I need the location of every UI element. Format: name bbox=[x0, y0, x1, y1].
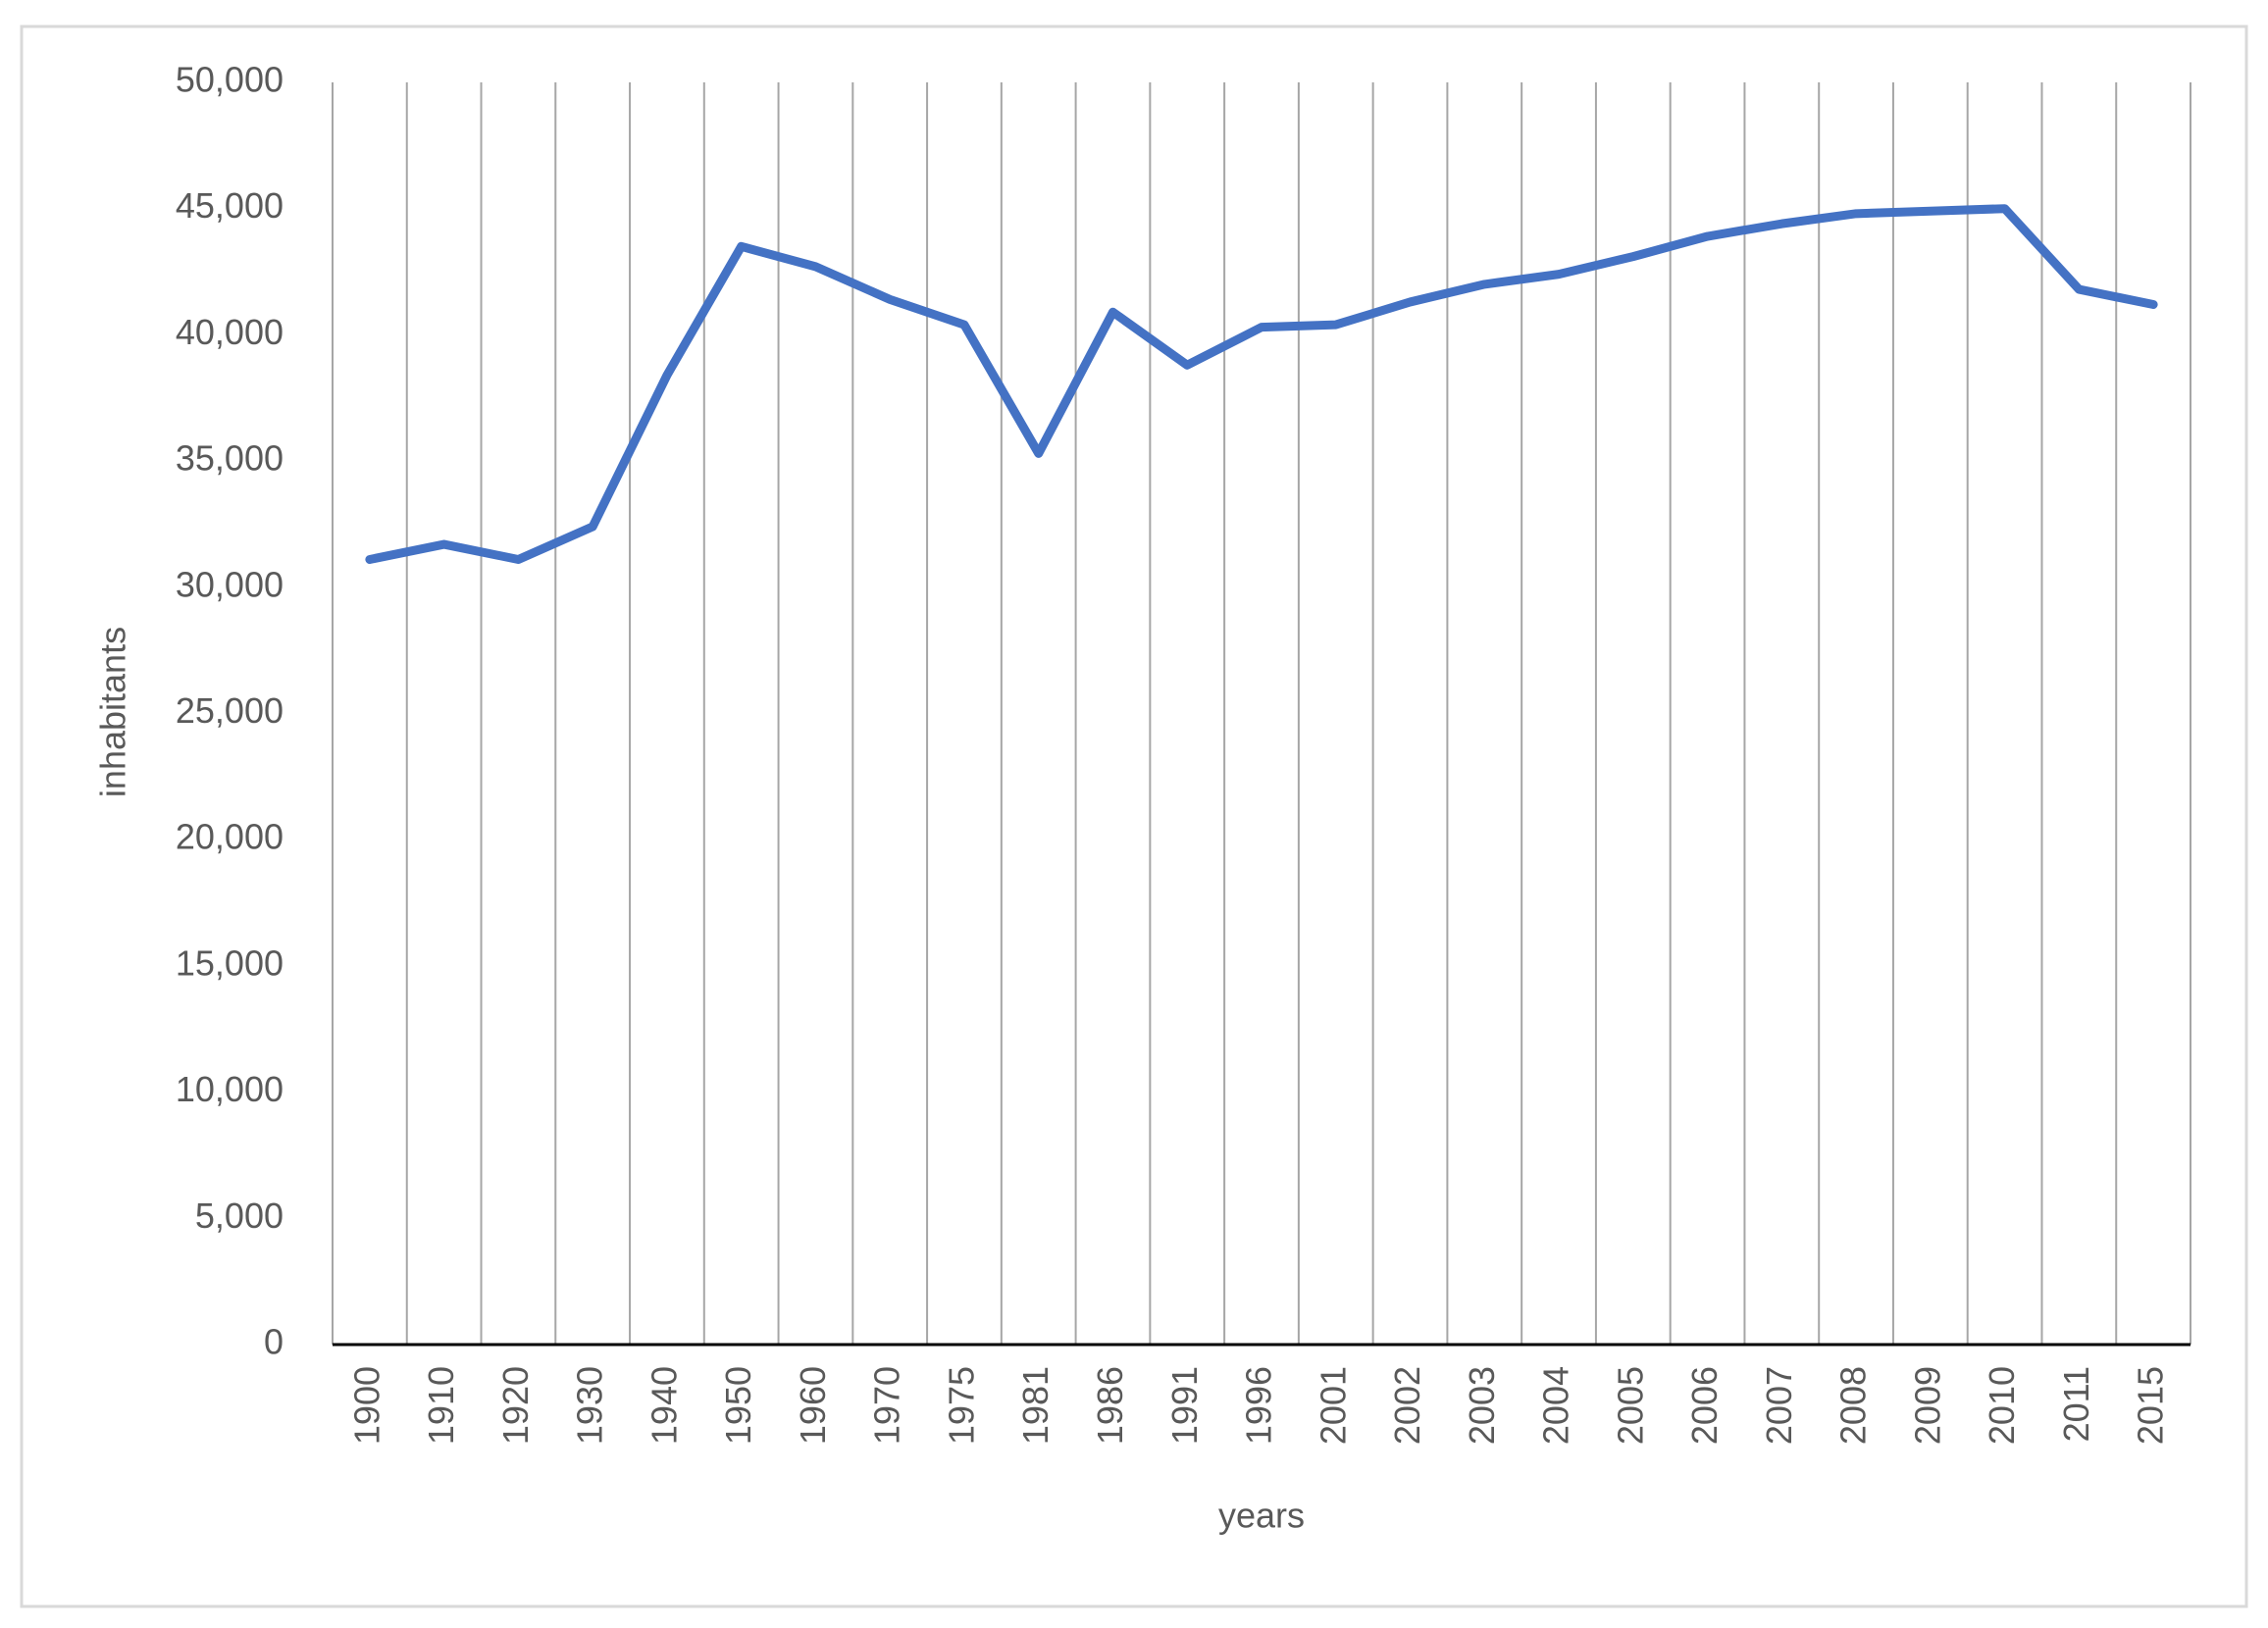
x-tick-label: 1930 bbox=[570, 1366, 610, 1445]
y-tick-label: 25,000 bbox=[176, 690, 284, 731]
y-tick-label: 45,000 bbox=[176, 185, 284, 226]
y-tick-label: 0 bbox=[264, 1322, 284, 1362]
y-tick-label: 5,000 bbox=[195, 1196, 284, 1236]
y-tick-label: 15,000 bbox=[176, 942, 284, 983]
x-tick-label: 1900 bbox=[346, 1366, 387, 1445]
y-axis-title: inhabitants bbox=[93, 627, 133, 797]
x-tick-label: 2003 bbox=[1462, 1366, 1502, 1445]
x-tick-label: 2004 bbox=[1536, 1366, 1576, 1445]
y-tick-label: 20,000 bbox=[176, 817, 284, 857]
x-tick-label: 2010 bbox=[1982, 1366, 2022, 1445]
x-tick-label: 2002 bbox=[1387, 1366, 1427, 1445]
x-tick-label: 1986 bbox=[1090, 1366, 1130, 1445]
y-tick-label: 40,000 bbox=[176, 312, 284, 352]
x-axis-title: years bbox=[1218, 1496, 1305, 1536]
x-tick-label: 1920 bbox=[495, 1366, 536, 1445]
x-tick-label: 1975 bbox=[941, 1366, 981, 1445]
y-tick-label: 30,000 bbox=[176, 564, 284, 604]
x-tick-label: 2015 bbox=[2131, 1366, 2171, 1445]
y-tick-label: 10,000 bbox=[176, 1069, 284, 1109]
x-tick-label: 1960 bbox=[793, 1366, 833, 1445]
x-tick-label: 1910 bbox=[421, 1366, 461, 1445]
x-tick-label: 1950 bbox=[718, 1366, 758, 1445]
y-tick-label: 35,000 bbox=[176, 438, 284, 479]
data-line bbox=[365, 204, 2158, 564]
x-tick-label: 1996 bbox=[1239, 1366, 1279, 1445]
x-tick-label: 1981 bbox=[1015, 1366, 1056, 1445]
x-tick-label: 2009 bbox=[1907, 1366, 1947, 1445]
x-tick-label: 1940 bbox=[644, 1366, 684, 1445]
x-tick-label: 2007 bbox=[1759, 1366, 1799, 1445]
x-tick-label: 2011 bbox=[2056, 1366, 2096, 1442]
x-tick-label: 1991 bbox=[1164, 1366, 1205, 1445]
x-tick-label: 1970 bbox=[867, 1366, 907, 1445]
y-tick-label: 50,000 bbox=[176, 60, 284, 100]
x-tick-label: 2001 bbox=[1313, 1366, 1353, 1445]
x-tick-label: 2008 bbox=[1833, 1366, 1874, 1445]
x-tick-label: 2005 bbox=[1610, 1366, 1650, 1445]
x-tick-label: 2006 bbox=[1684, 1366, 1725, 1445]
